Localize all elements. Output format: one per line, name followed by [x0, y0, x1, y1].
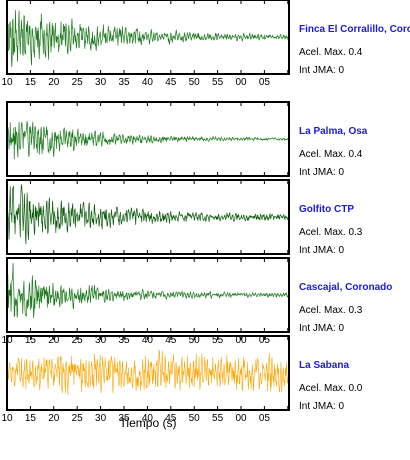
tick-label: 40	[142, 413, 154, 424]
tick-label: 55	[212, 413, 224, 424]
tick-label: 25	[72, 77, 84, 88]
tick-label: 20	[48, 335, 60, 346]
tick-label: 50	[189, 77, 201, 88]
tick-label: 25	[72, 413, 84, 424]
intensity-label: Int JMA: 0	[299, 167, 344, 178]
tick-label: 45	[165, 77, 177, 88]
waveform-5	[7, 349, 289, 395]
tick-label: 40	[142, 77, 154, 88]
tick-label: 15	[25, 413, 37, 424]
panel-frame-1	[6, 0, 290, 75]
peak-acceleration-label: Acel. Max. 0.4	[299, 47, 363, 58]
x-axis-title: Tiempo (s)	[120, 416, 177, 430]
tick-label: 00	[235, 413, 247, 424]
peak-acceleration-label: Acel. Max. 0.3	[299, 305, 363, 316]
station-name: La Sabana	[299, 360, 349, 371]
panel-frame-2	[6, 101, 290, 177]
tick-label: 55	[212, 77, 224, 88]
tick-label: 35	[118, 413, 130, 424]
tick-label: 00	[235, 335, 247, 346]
tick-label: 55	[212, 335, 224, 346]
peak-acceleration-label: Acel. Max. 0.4	[299, 149, 363, 160]
intensity-label: Int JMA: 0	[299, 65, 344, 76]
intensity-label: Int JMA: 0	[299, 323, 344, 334]
tick-label: 45	[165, 413, 177, 424]
waveform-1	[7, 9, 289, 68]
tick-label: 30	[95, 335, 107, 346]
tick-label: 15	[25, 77, 37, 88]
station-name: Golfito CTP	[299, 204, 354, 215]
waveform-3	[7, 184, 289, 245]
panel-frame-4	[6, 257, 290, 333]
peak-acceleration-label: Acel. Max. 0.0	[299, 383, 363, 394]
tick-label: 25	[72, 335, 84, 346]
tick-label: 30	[95, 77, 107, 88]
tick-label: 40	[142, 335, 154, 346]
panel-3: Golfito CTP Acel. Max. 0.3 Int JMA: 0	[6, 179, 363, 256]
tick-label: 10	[1, 413, 13, 424]
station-name: La Palma, Osa	[299, 126, 368, 137]
panel-frame-3	[6, 179, 290, 255]
waveform-4	[7, 262, 289, 319]
tick-label: 10	[1, 77, 13, 88]
station-name: Cascajal, Coronado	[299, 282, 392, 293]
intensity-label: Int JMA: 0	[299, 401, 344, 412]
tick-label: 05	[259, 335, 271, 346]
panel-5: 10 15 20 25 30 35 40 45 50 55 00 05 La Sabana Acel. M…	[1, 335, 363, 424]
tick-label: 35	[118, 77, 130, 88]
intensity-label: Int JMA: 0	[299, 245, 344, 256]
tick-label: 50	[189, 335, 201, 346]
station-name: Finca El Corralillo, Coronado	[299, 24, 410, 35]
tick-label: 30	[95, 413, 107, 424]
tick-label: 45	[165, 335, 177, 346]
peak-acceleration-label: Acel. Max. 0.3	[299, 227, 363, 238]
tick-label: 35	[118, 335, 130, 346]
panel-2: La Palma, Osa Acel. Max. 0.4 Int JMA: 0	[6, 101, 368, 178]
tick-label: 20	[48, 77, 60, 88]
tick-label: 20	[48, 413, 60, 424]
tick-label: 50	[189, 413, 201, 424]
tick-label: 15	[25, 335, 37, 346]
tick-label: 05	[259, 413, 271, 424]
waveform-2	[7, 121, 289, 160]
panel-frame-5	[6, 335, 290, 411]
panel-1: 10 15 20 25 30 35 40 45 50 55 00 05 Finca El Corrali…	[1, 0, 410, 88]
tick-label: 05	[259, 77, 271, 88]
tick-label: 00	[235, 77, 247, 88]
